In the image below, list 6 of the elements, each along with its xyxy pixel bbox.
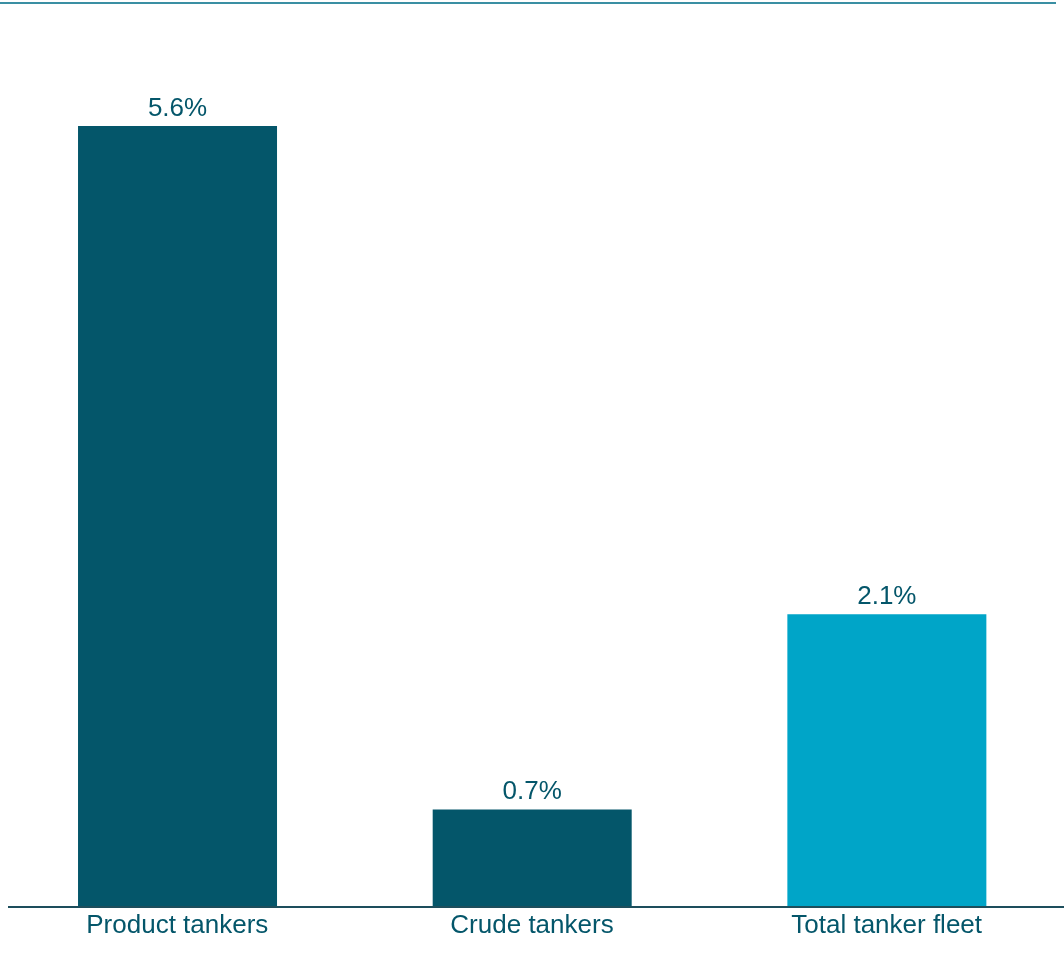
x-tick-label: Product tankers — [86, 909, 269, 940]
data-label: 2.1% — [857, 580, 917, 611]
data-label: 5.6% — [147, 92, 208, 122]
x-tick-label: Crude tankers — [450, 909, 614, 940]
x-tick-label: Total tanker fleet — [791, 909, 983, 940]
data-label: 0.7% — [502, 775, 562, 806]
